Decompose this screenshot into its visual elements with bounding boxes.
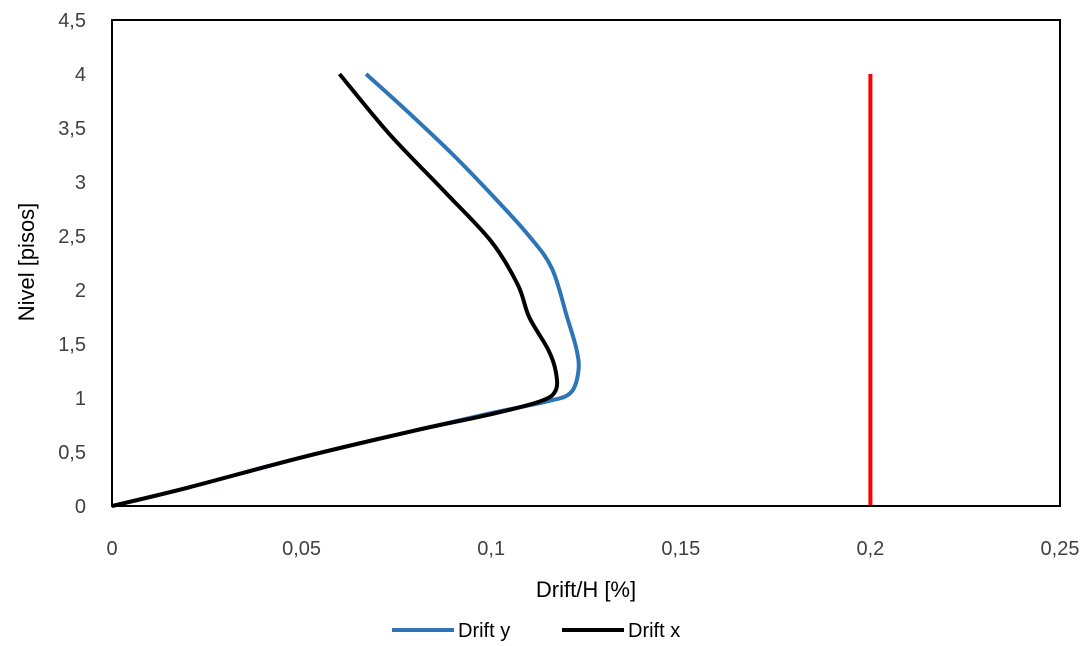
y-tick-label: 1	[75, 388, 86, 410]
y-tick-label: 0	[75, 496, 86, 518]
legend-label: Drift y	[458, 620, 510, 642]
series-layer	[111, 72, 873, 508]
x-axis-tick-labels: 0 0,05 0,1 0,15 0,2 0,25	[106, 538, 1079, 560]
y-tick-label: 1,5	[58, 334, 86, 356]
y-tick-label: 3,5	[58, 118, 86, 140]
y-axis-tick-labels: 0 0,5 1 1,5 2 2,5 3 3,5 4 4,5	[58, 10, 86, 518]
y-tick-label: 4	[75, 64, 86, 86]
x-axis-title: Drift/H [%]	[536, 577, 636, 602]
y-tick-label: 0,5	[58, 442, 86, 464]
legend-label: Drift x	[628, 620, 680, 642]
plot-area-border	[111, 19, 1061, 507]
x-tick-label: 0,25	[1041, 538, 1080, 560]
x-tick-label: 0	[106, 538, 117, 560]
y-tick-label: 2,5	[58, 226, 86, 248]
y-tick-label: 4,5	[58, 10, 86, 32]
y-tick-label: 3	[75, 172, 86, 194]
x-tick-label: 0,1	[477, 538, 505, 560]
legend: Drift y Drift x	[392, 620, 680, 642]
x-tick-label: 0,2	[856, 538, 884, 560]
y-tick-label: 2	[75, 280, 86, 302]
x-tick-label: 0,05	[282, 538, 321, 560]
y-axis-title: Nivel [pisos]	[14, 203, 39, 322]
series-line-drift-x	[111, 72, 560, 508]
x-tick-label: 0,15	[661, 538, 700, 560]
